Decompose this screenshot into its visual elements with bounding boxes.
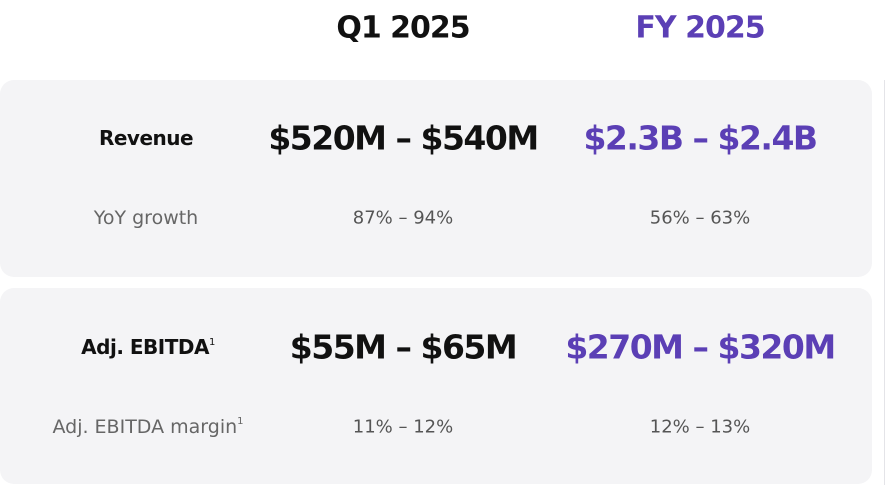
metric-label: Revenue [98, 126, 194, 150]
sub-label: Adj. EBITDA margin1 [52, 416, 243, 438]
card [0, 288, 872, 484]
metric-label-text: Adj. EBITDA [81, 335, 209, 359]
footnote-mark: 1 [208, 337, 215, 348]
metric-label: Adj. EBITDA1 [81, 335, 215, 359]
metric-value: $270M – $320M [565, 327, 836, 367]
sub-value: 11% – 12% [352, 416, 454, 438]
sub-value: 56% – 63% [649, 207, 751, 229]
metric-value: $55M – $65M [289, 327, 518, 367]
column-header: FY 2025 [635, 10, 765, 46]
sub-value: 12% – 13% [649, 416, 751, 438]
edge-line [884, 80, 885, 485]
metric-value: $520M – $540M [268, 118, 539, 158]
footnote-mark: 1 [237, 416, 244, 427]
column-header: Q1 2025 [336, 10, 470, 46]
sub-label-text: YoY growth [93, 207, 199, 229]
card [0, 80, 872, 277]
metric-value: $2.3B – $2.4B [583, 118, 818, 158]
sub-value: 87% – 94% [352, 207, 454, 229]
sub-label: YoY growth [94, 207, 198, 229]
metric-label-text: Revenue [98, 126, 194, 150]
sub-label-text: Adj. EBITDA margin [52, 416, 238, 438]
